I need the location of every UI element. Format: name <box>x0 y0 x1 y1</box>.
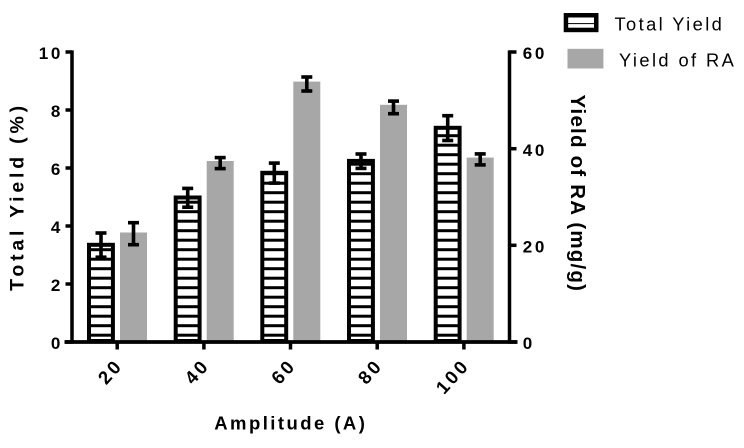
svg-text:6: 6 <box>51 160 63 179</box>
svg-text:60: 60 <box>523 44 547 63</box>
svg-text:20: 20 <box>523 238 547 257</box>
svg-text:8: 8 <box>51 102 63 121</box>
svg-text:10: 10 <box>39 44 63 63</box>
svg-text:40: 40 <box>523 141 547 160</box>
svg-text:2: 2 <box>51 276 63 295</box>
svg-text:Amplitude (A): Amplitude (A) <box>214 413 367 434</box>
svg-text:Total Yield: Total Yield <box>615 14 725 35</box>
svg-text:Yield of RA: Yield of RA <box>619 49 736 70</box>
svg-text:Total Yield (%): Total Yield (%) <box>7 102 29 291</box>
svg-text:4: 4 <box>51 218 63 237</box>
svg-text:0: 0 <box>51 334 63 353</box>
svg-text:0: 0 <box>523 334 535 353</box>
svg-text:Yield of RA (mg/g): Yield of RA (mg/g) <box>566 94 589 292</box>
